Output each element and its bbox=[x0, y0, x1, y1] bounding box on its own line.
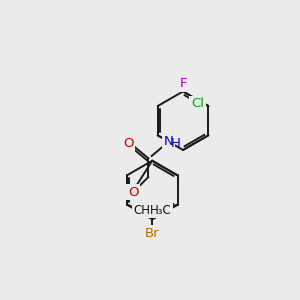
Text: O: O bbox=[128, 186, 138, 199]
Text: N: N bbox=[164, 135, 173, 148]
Text: H: H bbox=[171, 136, 181, 149]
Text: Cl: Cl bbox=[191, 97, 204, 110]
Text: CH₃: CH₃ bbox=[133, 203, 155, 217]
Text: Br: Br bbox=[145, 226, 160, 240]
Text: H₃C: H₃C bbox=[150, 203, 172, 217]
Text: F: F bbox=[179, 77, 187, 90]
Text: O: O bbox=[123, 137, 134, 150]
